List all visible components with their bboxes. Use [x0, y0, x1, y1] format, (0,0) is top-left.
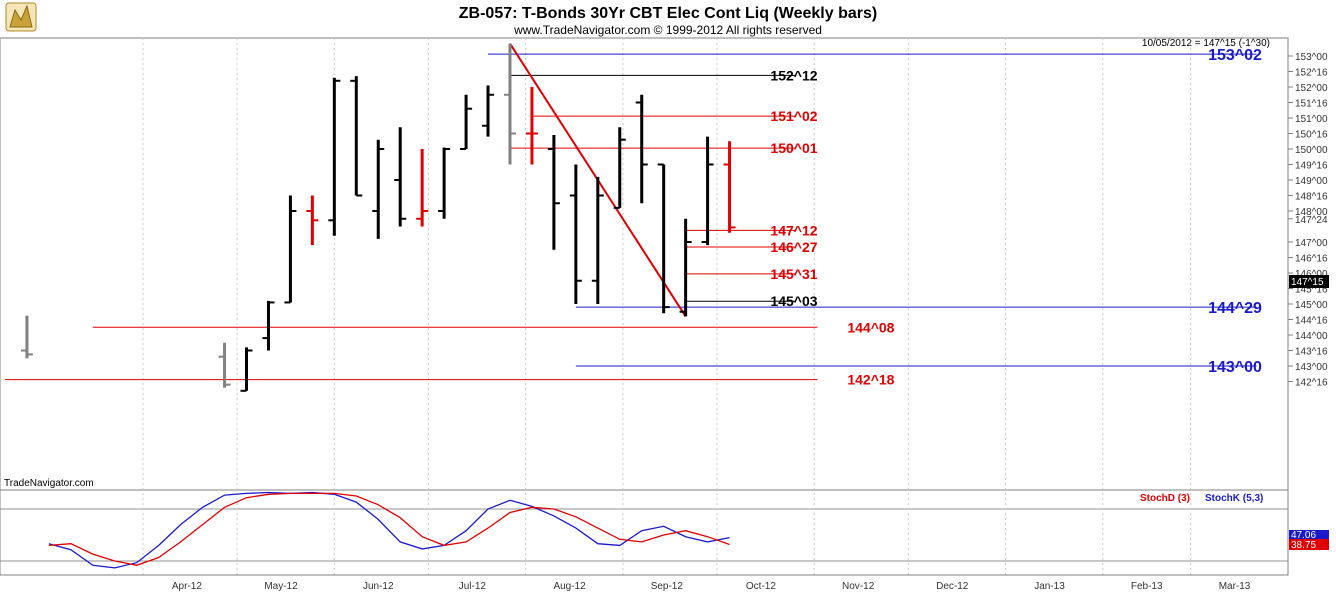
level-label: 143^00 — [1208, 359, 1262, 376]
y-tick-label: 145^16 — [1295, 285, 1328, 296]
level-label: 144^08 — [847, 319, 894, 335]
y-tick-label: 147^24 — [1295, 215, 1328, 226]
y-tick-label: 152^16 — [1295, 68, 1328, 79]
ohlc-bar — [482, 85, 495, 137]
ohlc-bar — [240, 347, 253, 392]
stoch-legend-k: StochK (5,3) — [1205, 493, 1263, 504]
y-tick-label: 148^00 — [1295, 207, 1328, 218]
ohlc-bar — [723, 141, 736, 233]
x-tick-label: Feb-13 — [1131, 581, 1163, 592]
ohlc-bar — [635, 94, 648, 204]
x-tick-label: Apr-12 — [172, 581, 202, 592]
y-tick-label: 153^00 — [1295, 52, 1328, 63]
x-tick-label: May-12 — [264, 581, 298, 592]
ohlc-bar — [591, 176, 604, 304]
x-tick-label: Aug-12 — [553, 581, 586, 592]
y-tick-label: 152^00 — [1295, 83, 1328, 94]
y-tick-label: 150^16 — [1295, 130, 1328, 141]
ohlc-bar — [613, 127, 626, 209]
svg-text:38.75: 38.75 — [1291, 540, 1316, 551]
level-label: 142^18 — [847, 372, 894, 388]
ohlc-bar — [657, 163, 670, 314]
chart-subtitle: www.TradeNavigator.com © 1999-2012 All r… — [513, 23, 822, 37]
level-label: 150^01 — [770, 140, 817, 156]
last-price-info: 10/05/2012 = 147^15 (-1^30) — [1142, 38, 1270, 49]
y-tick-label: 145^00 — [1295, 300, 1328, 311]
ohlc-bar — [218, 342, 231, 388]
y-tick-label: 146^16 — [1295, 254, 1328, 265]
y-tick-label: 146^00 — [1295, 269, 1328, 280]
y-tick-label: 150^00 — [1295, 145, 1328, 156]
ohlc-bar — [569, 164, 582, 304]
x-tick-label: Mar-13 — [1219, 581, 1251, 592]
y-tick-label: 151^00 — [1295, 114, 1328, 125]
ohlc-bar — [306, 195, 319, 246]
stochastic-lines — [48, 491, 730, 569]
ohlc-bar — [460, 94, 473, 150]
x-tick-label: Dec-12 — [936, 581, 969, 592]
x-tick-label: Jun-12 — [363, 581, 394, 592]
level-label: 147^12 — [770, 222, 817, 238]
y-tick-label: 142^16 — [1295, 378, 1328, 389]
x-tick-label: Sep-12 — [651, 581, 684, 592]
y-tick-label: 149^16 — [1295, 161, 1328, 172]
svg-text:147^15: 147^15 — [1291, 277, 1324, 288]
level-label: 151^02 — [770, 108, 817, 124]
x-tick-label: Jul-12 — [459, 581, 487, 592]
x-tick-label: Nov-12 — [842, 581, 875, 592]
y-tick-label: 149^00 — [1295, 176, 1328, 187]
ohlc-bar — [416, 149, 429, 227]
ohlc-bar — [284, 195, 297, 304]
x-tick-label: Jan-13 — [1034, 581, 1065, 592]
x-tick-label: Oct-12 — [746, 581, 776, 592]
ohlc-bars — [20, 43, 736, 392]
ohlc-bar — [20, 315, 33, 359]
current-price-tag: 147^15 — [1289, 275, 1329, 288]
level-label: 144^29 — [1208, 300, 1262, 317]
svg-text:47.06: 47.06 — [1291, 530, 1316, 541]
y-tick-label: 143^00 — [1295, 362, 1328, 373]
level-label: 146^27 — [770, 239, 817, 255]
y-tick-label: 144^16 — [1295, 316, 1328, 327]
stoch-legend-d: StochD (3) — [1140, 493, 1190, 504]
level-label: 145^03 — [770, 293, 817, 309]
stochd-line — [48, 492, 730, 566]
ohlc-bar — [350, 76, 363, 197]
ohlc-bar — [525, 87, 538, 165]
y-tick-label: 148^16 — [1295, 192, 1328, 203]
y-tick-label: 147^00 — [1295, 238, 1328, 249]
price-axis: 153^00 152^16 152^00 151^16 151^00 150^16 150^… — [1288, 52, 1328, 389]
y-tick-label: 144^00 — [1295, 331, 1328, 342]
stoch-readout-k: 47.06 — [1289, 530, 1329, 541]
date-axis: Apr-12 May-12 Jun-12 Jul-12 Aug-12 Sep-12 Oct-… — [0, 574, 1288, 592]
ohlc-bar — [262, 300, 275, 351]
level-label: 152^12 — [770, 67, 817, 83]
price-panel — [0, 37, 1289, 491]
level-label: 145^31 — [770, 266, 817, 282]
ohlc-bar — [394, 127, 407, 227]
ohlc-bar — [701, 136, 714, 246]
ohlc-bar — [372, 139, 385, 239]
watermark: TradeNavigator.com — [4, 478, 94, 489]
ohlc-bar — [547, 135, 560, 250]
y-tick-label: 143^16 — [1295, 347, 1328, 358]
level-label: 153^02 — [1208, 47, 1262, 64]
ohlc-bar — [438, 147, 451, 219]
y-tick-label: 151^16 — [1295, 99, 1328, 110]
ohlc-bar — [503, 43, 516, 165]
stochk-line — [48, 491, 730, 569]
ohlc-bar — [328, 77, 341, 236]
stoch-readout-d: 38.75 — [1289, 539, 1329, 551]
chart-title: ZB-057: T-Bonds 30Yr CBT Elec Cont Liq (… — [459, 5, 877, 22]
ohlc-bar — [679, 218, 692, 317]
logo-icon — [5, 2, 37, 32]
